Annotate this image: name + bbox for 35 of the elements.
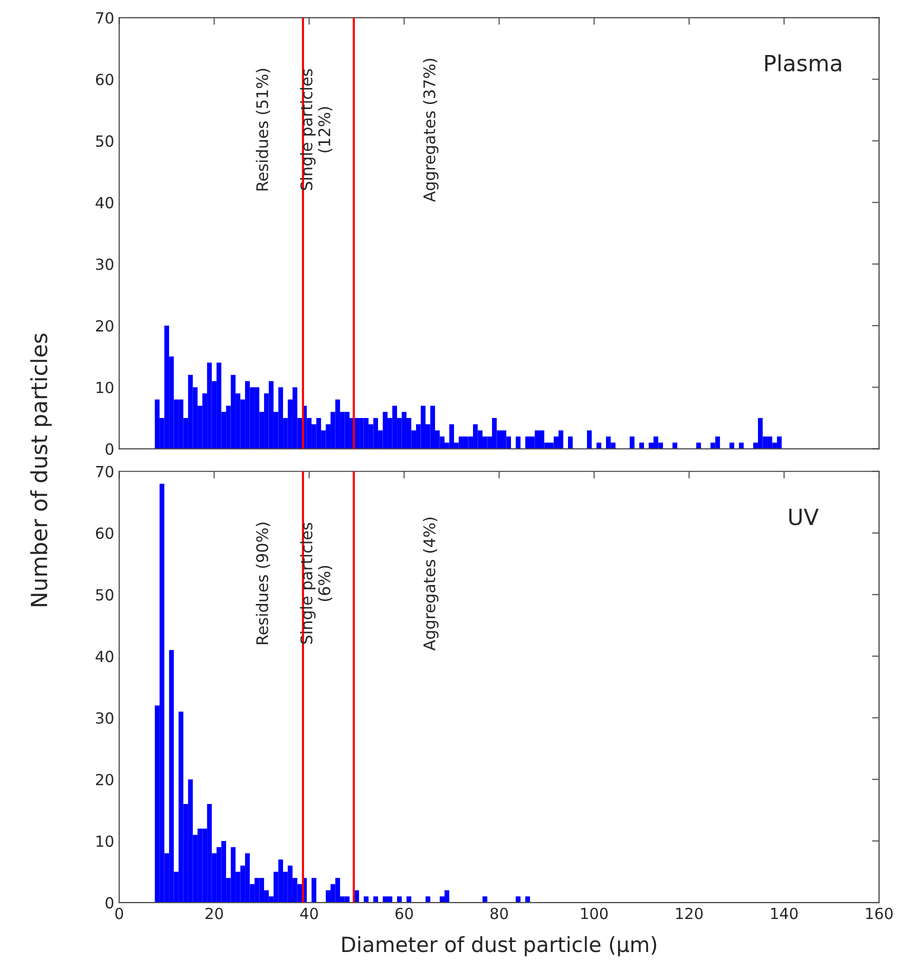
x-tick-label: 80 — [490, 908, 508, 920]
y-tick-label: 10 — [96, 835, 114, 847]
y-tick-label: 50 — [96, 135, 114, 147]
x-tick-label: 60 — [396, 908, 413, 920]
x-tick-label: 160 — [866, 908, 893, 920]
annotation: Single particles (12%) — [300, 69, 332, 190]
y-axis-title: Number of dust particles — [30, 334, 52, 606]
annotation: Aggregates (4%) — [423, 518, 438, 651]
y-tick-label: 40 — [96, 196, 114, 208]
y-tick-label: 0 — [106, 443, 114, 455]
y-tick-label: 70 — [96, 12, 114, 24]
x-tick-label: 40 — [300, 908, 318, 920]
y-tick-label: 50 — [96, 589, 114, 601]
y-tick-label: 40 — [96, 650, 114, 662]
annotation: Residues (51%) — [256, 68, 270, 190]
x-axis-title: Diameter of dust particle (μm) — [342, 936, 656, 956]
y-tick-label: 20 — [96, 320, 114, 332]
x-tick-label: 20 — [206, 908, 223, 920]
annotation: Plasma — [765, 54, 842, 72]
annotation: Single particles (6%) — [300, 522, 332, 644]
y-tick-label: 60 — [96, 74, 114, 86]
y-tick-label: 0 — [106, 897, 114, 909]
y-tick-label: 10 — [96, 382, 114, 394]
x-tick-label: 120 — [676, 908, 703, 920]
y-tick-label: 30 — [96, 258, 114, 270]
annotation: Aggregates (37%) — [423, 58, 438, 202]
x-tick-label: 140 — [771, 908, 798, 920]
annotation: UV — [789, 508, 819, 526]
x-tick-label: 100 — [581, 908, 608, 920]
y-tick-label: 60 — [96, 527, 114, 539]
y-tick-label: 20 — [96, 774, 114, 786]
y-tick-label: 30 — [96, 712, 114, 724]
x-tick-label: 0 — [115, 908, 124, 920]
annotation: Residues (90%) — [256, 522, 270, 644]
y-tick-label: 70 — [96, 466, 114, 478]
